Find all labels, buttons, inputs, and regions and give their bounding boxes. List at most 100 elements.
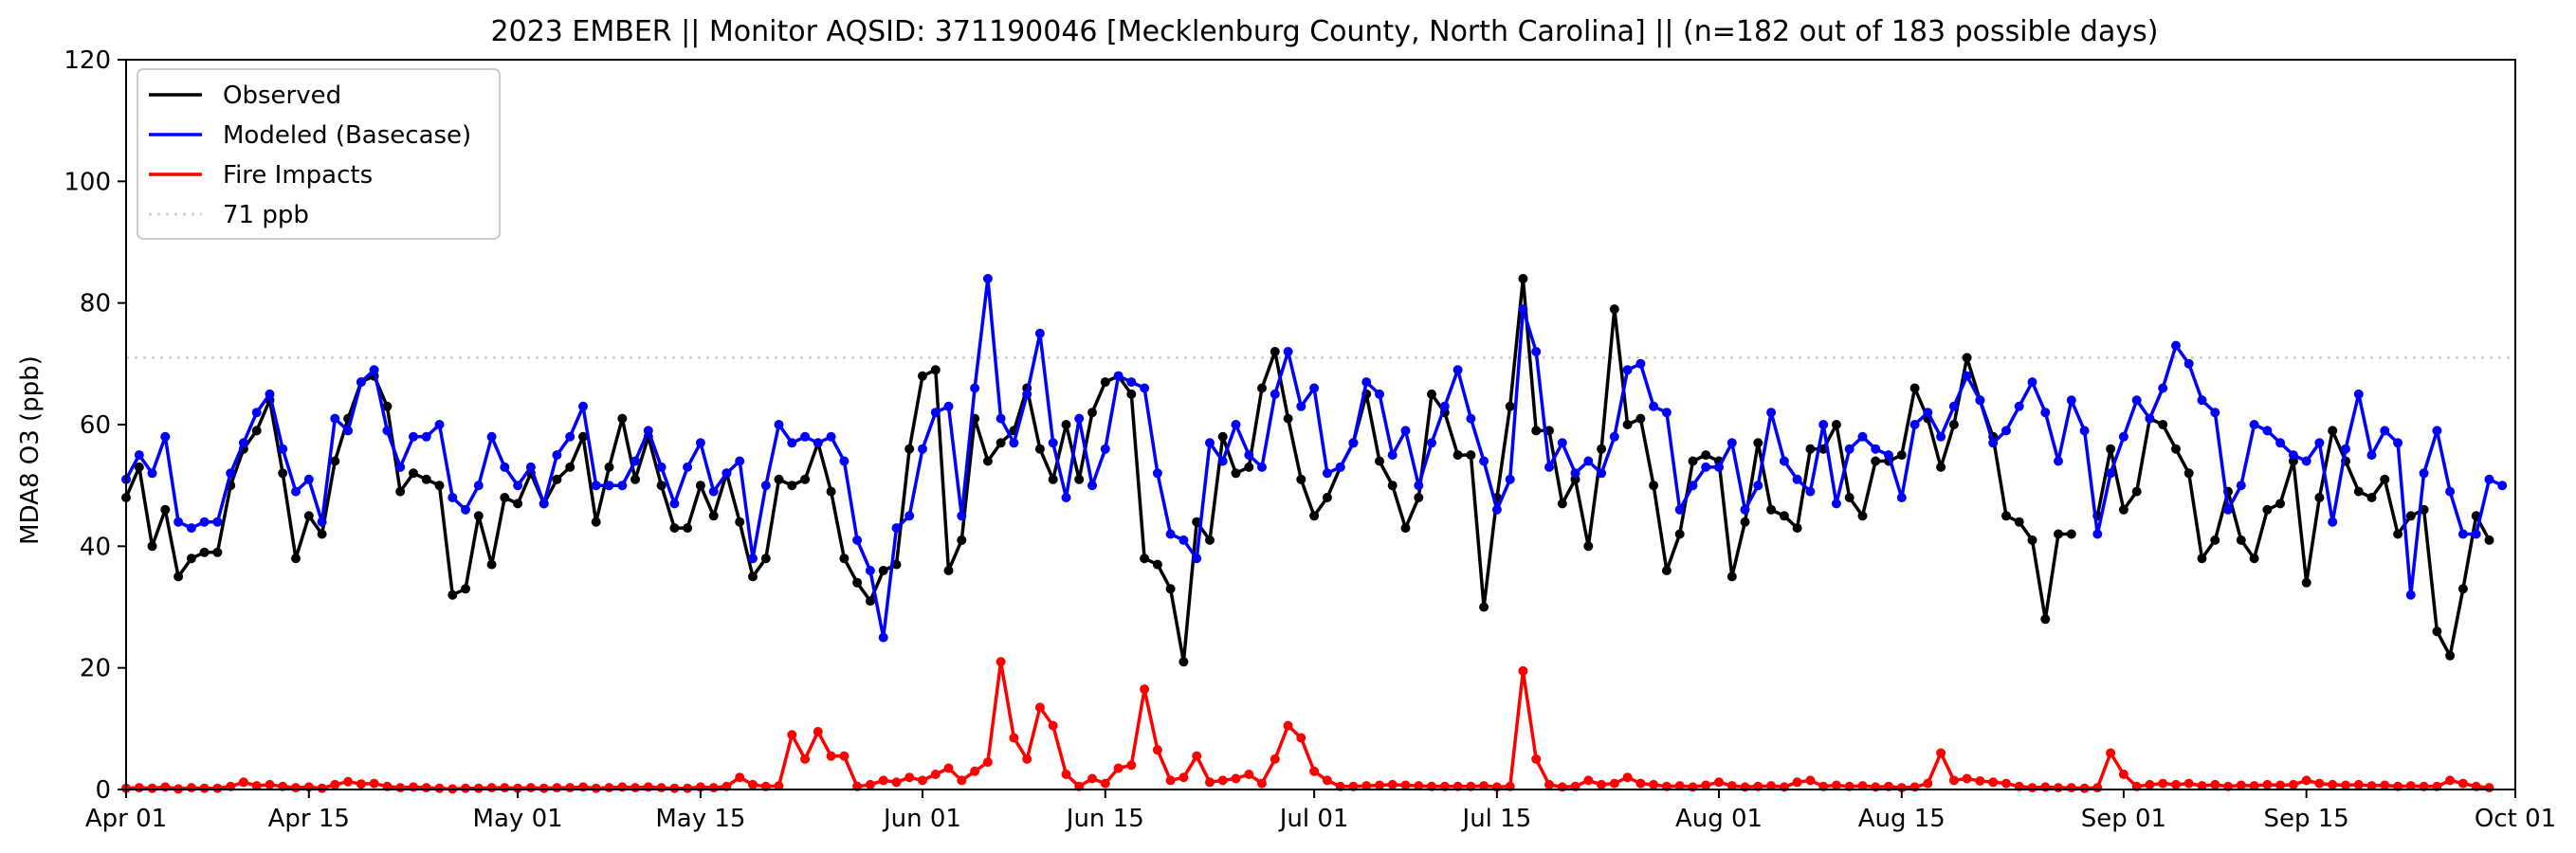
data-point <box>1205 777 1215 788</box>
data-point <box>1740 517 1750 527</box>
data-point <box>1518 304 1528 315</box>
data-point <box>1714 777 1724 788</box>
data-point <box>826 431 836 442</box>
data-point <box>291 783 301 793</box>
data-point <box>147 468 157 479</box>
data-point <box>617 413 628 424</box>
data-point <box>448 493 458 502</box>
data-point <box>2314 493 2325 502</box>
x-tick-label: Sep 01 <box>2081 805 2166 833</box>
data-point <box>1505 401 1515 411</box>
data-point <box>1505 474 1515 484</box>
data-point <box>212 517 223 527</box>
data-point <box>265 389 275 399</box>
data-point <box>1597 468 1607 479</box>
data-point <box>2328 426 2338 436</box>
data-point <box>2380 474 2390 484</box>
data-point <box>1387 481 1398 491</box>
data-point <box>1348 438 1359 448</box>
data-point <box>774 474 784 484</box>
data-point <box>943 763 954 773</box>
data-point <box>1936 431 1946 442</box>
data-point <box>434 481 445 491</box>
data-point <box>1452 365 1463 375</box>
data-point <box>186 783 196 793</box>
data-point <box>1701 780 1711 790</box>
data-point <box>2457 529 2468 539</box>
data-point <box>1100 444 1110 454</box>
x-tick-label: Aug 15 <box>1858 805 1946 833</box>
data-point <box>1792 523 1802 534</box>
data-point <box>160 431 171 442</box>
data-point <box>1231 468 1241 479</box>
data-point <box>2197 395 2207 406</box>
data-point <box>1322 468 1332 479</box>
data-point <box>957 511 967 521</box>
legend-label: Modeled (Basecase) <box>223 121 471 150</box>
data-point <box>2066 783 2076 793</box>
data-point <box>1805 486 1816 497</box>
data-point <box>1205 535 1215 545</box>
y-tick-label: 120 <box>64 46 111 75</box>
data-point <box>630 474 640 484</box>
data-point <box>735 517 745 527</box>
data-point <box>160 504 171 515</box>
data-point <box>525 783 536 793</box>
data-point <box>317 529 327 539</box>
data-point <box>1205 438 1215 448</box>
data-point <box>1479 602 1489 612</box>
data-point <box>748 554 758 564</box>
data-point <box>1309 766 1320 776</box>
data-point <box>1557 438 1567 448</box>
data-point <box>291 554 301 564</box>
data-point <box>826 486 836 497</box>
data-point <box>2183 468 2194 479</box>
x-tick-label: Jun 01 <box>882 805 961 833</box>
data-point <box>1871 444 1881 454</box>
data-point <box>265 779 275 789</box>
data-point <box>1896 493 1907 502</box>
data-point <box>2445 486 2456 497</box>
data-point <box>2432 426 2442 436</box>
data-point <box>1674 529 1685 539</box>
data-point <box>1244 770 1254 779</box>
data-point <box>1753 481 1763 491</box>
data-point <box>2066 529 2076 539</box>
data-point <box>421 474 431 484</box>
data-point <box>199 783 210 793</box>
data-point <box>982 757 993 768</box>
data-point <box>565 462 575 472</box>
data-point <box>552 783 562 793</box>
data-point <box>735 456 745 466</box>
data-point <box>199 547 210 557</box>
data-point <box>409 468 418 479</box>
data-point <box>2197 554 2207 564</box>
data-point <box>852 577 863 588</box>
data-point <box>813 727 823 736</box>
data-point <box>1113 371 1124 381</box>
data-point <box>1034 702 1045 713</box>
data-point <box>865 779 875 789</box>
data-point <box>1988 777 1999 788</box>
data-point <box>1661 408 1672 418</box>
data-point <box>1322 775 1332 786</box>
data-point <box>2471 529 2481 539</box>
data-point <box>774 781 784 791</box>
data-point <box>2054 456 2063 466</box>
data-point <box>1283 347 1293 356</box>
data-point <box>891 559 902 570</box>
y-tick-label: 0 <box>95 776 111 805</box>
data-point <box>1414 781 1424 791</box>
data-point <box>930 408 941 418</box>
data-point <box>630 783 640 793</box>
data-point <box>2484 535 2494 545</box>
data-point <box>1818 420 1829 429</box>
data-point <box>748 779 758 789</box>
data-point <box>2353 486 2364 497</box>
data-point <box>1962 773 1972 784</box>
data-point <box>552 474 562 484</box>
data-point <box>1061 493 1071 502</box>
data-point <box>2027 535 2037 545</box>
data-point <box>1375 389 1384 399</box>
data-point <box>1152 559 1162 570</box>
